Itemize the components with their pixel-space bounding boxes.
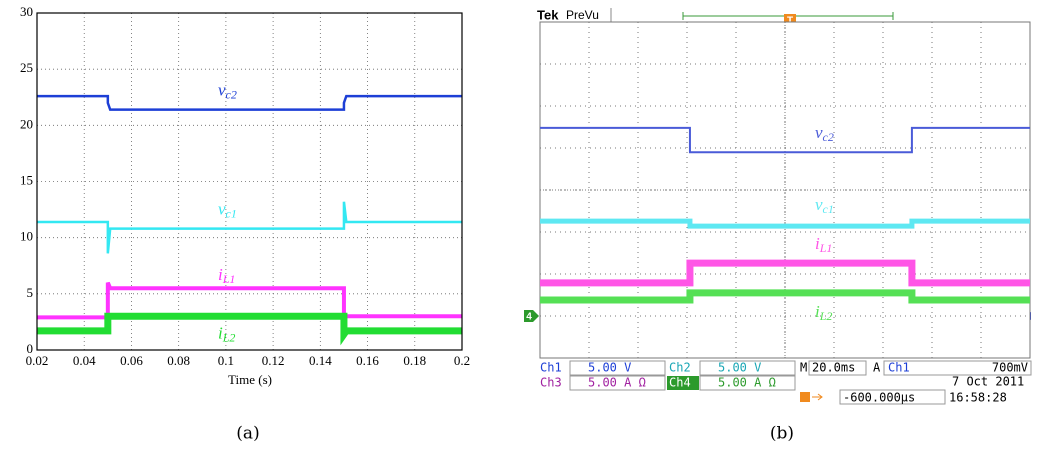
series-line [37, 96, 462, 109]
x-tick-label: 0.14 [309, 353, 332, 368]
date: 7 Oct 2011 [952, 375, 1024, 389]
series-label: iL1 [218, 265, 235, 286]
channel-scale: 5.00 V [718, 361, 761, 375]
channel-scale: 5.00 A Ω [718, 376, 776, 390]
x-tick-label: 0.18 [403, 353, 426, 368]
trigger-source: Ch1 [888, 361, 910, 375]
y-tick-label: 25 [20, 60, 33, 75]
channel-scale: 5.00 V [588, 361, 631, 375]
y-tick-label: 30 [20, 4, 33, 19]
series-line [37, 202, 462, 254]
position-marker [800, 392, 810, 402]
channel-name: Ch1 [540, 361, 562, 375]
caption: (a) [236, 424, 259, 444]
trigger-mode: A [873, 361, 881, 375]
series-label: vc1 [218, 200, 237, 221]
series-label: iL2 [218, 323, 235, 344]
y-tick-label: 5 [27, 285, 34, 300]
arrow [812, 394, 822, 400]
x-tick-label: 0.06 [120, 353, 143, 368]
trigger-level: 700mV [992, 361, 1028, 375]
timebase-prefix: M [800, 361, 807, 375]
x-tick-label: 0.08 [167, 353, 190, 368]
figure: (a) (b) Time (s) Tek PreVu T T 4 Ch1 5.0… [0, 0, 1039, 447]
y-tick-label: 15 [20, 172, 33, 187]
ground-marker: 4 [526, 312, 532, 323]
x-tick-label: 0.12 [262, 353, 285, 368]
channel-name: Ch3 [540, 376, 562, 390]
status-bar: Ch1 5.00 V Ch2 5.00 V M 20.0ms A Ch1 700… [540, 361, 1031, 405]
y-tick-label: 20 [20, 116, 33, 131]
x-tick-label: 0.04 [73, 353, 96, 368]
x-tick-label: 0.16 [356, 353, 379, 368]
caption: (b) [770, 424, 794, 444]
x-tick-label: 0.1 [218, 353, 234, 368]
timebase: 20.0ms [812, 361, 855, 375]
channel-name: Ch2 [669, 361, 691, 375]
x-tick-label: 0.2 [454, 353, 470, 368]
position: -600.000µs [843, 391, 915, 405]
x-axis-label: Time (s) [228, 372, 272, 387]
brand: Tek [537, 7, 559, 22]
mode: PreVu [566, 8, 599, 22]
channel-name: Ch4 [669, 376, 691, 390]
time: 16:58:28 [949, 391, 1007, 405]
channel-scale: 5.00 A Ω [588, 376, 646, 390]
series-label: vc2 [218, 81, 237, 102]
y-tick-label: 0 [27, 341, 34, 356]
y-tick-label: 10 [20, 229, 33, 244]
